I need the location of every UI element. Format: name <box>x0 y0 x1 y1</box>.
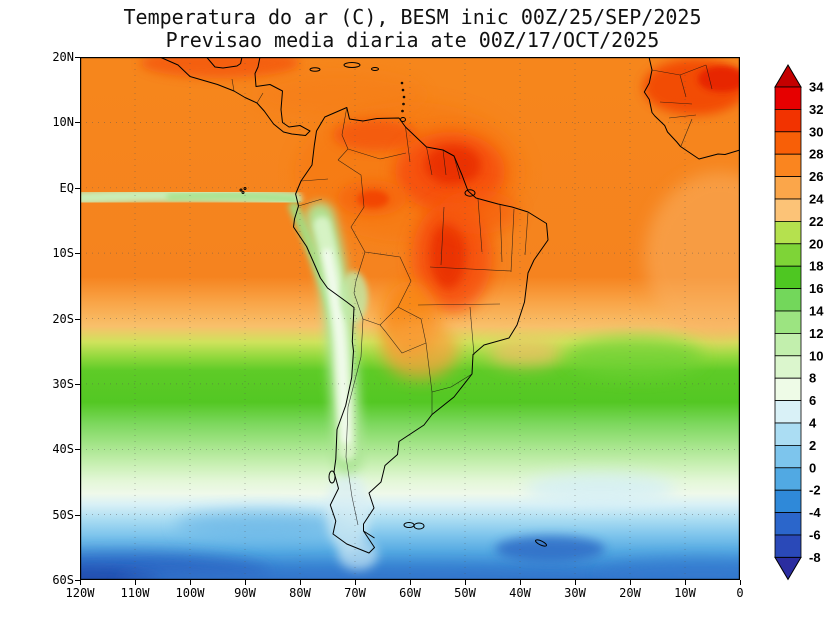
x-axis-tick-label: 80W <box>289 586 311 600</box>
colorbar-tick-label: -2 <box>809 483 821 498</box>
x-axis-tick-mark <box>355 580 356 585</box>
x-axis-tick-mark <box>740 580 741 585</box>
figure-subtitle: Previsao media diaria ate 00Z/17/OCT/202… <box>165 28 660 52</box>
colorbar-segment <box>774 220 802 245</box>
x-axis-tick-mark <box>685 580 686 585</box>
x-axis-tick-label: 90W <box>234 586 256 600</box>
colorbar-tick-label: 14 <box>809 304 824 319</box>
x-axis-tick-mark <box>520 580 521 585</box>
x-axis-tick-mark <box>465 580 466 585</box>
colorbar-tick-label: -4 <box>809 505 821 520</box>
y-axis-tick-label: 30S <box>52 376 74 391</box>
colorbar-segment <box>774 243 802 267</box>
colorbar-tick-label: 6 <box>809 393 816 408</box>
y-axis-tick-mark <box>75 580 80 581</box>
x-axis-tick-label: 10W <box>674 586 696 600</box>
x-axis-tick-label: 110W <box>120 586 150 600</box>
colorbar-segment <box>774 310 802 334</box>
islands <box>239 62 548 547</box>
colorbar-tick-label: 12 <box>809 326 823 341</box>
colorbar-segment <box>774 422 802 446</box>
temperature-field-map <box>80 57 740 580</box>
colorbar-segment <box>774 265 802 289</box>
colorbar: 34 32 30 28 26 24 22 20 18 16 14 12 10 8 6 4 2 0 -2 -4 -6 -8 <box>773 63 825 585</box>
y-axis-tick-label: 10S <box>52 246 74 261</box>
colorbar-arrow <box>774 64 802 88</box>
colorbar-tick-label: 18 <box>809 259 823 274</box>
x-axis-tick-mark <box>300 580 301 585</box>
colorbar-tick-label: 22 <box>809 214 823 229</box>
colorbar-segment <box>774 444 802 469</box>
x-axis-tick-label: 50W <box>454 586 476 600</box>
x-axis-tick-mark <box>245 580 246 585</box>
y-axis-tick-label: 50S <box>52 507 74 522</box>
colorbar-tick-label: 20 <box>809 236 823 251</box>
x-axis-tick-mark <box>135 580 136 585</box>
figure-title: Temperatura do ar (C), BESM inic 00Z/25/… <box>123 5 702 29</box>
colorbar-segment <box>774 377 802 402</box>
figure-title-block: Temperatura do ar (C), BESM inic 00Z/25/… <box>0 6 825 52</box>
colorbar-tick-label: 26 <box>809 169 823 184</box>
x-axis-tick-mark <box>80 580 81 585</box>
x-axis-tick-mark <box>410 580 411 585</box>
colorbar-segment <box>774 512 802 536</box>
temperature-anomaly-blobs <box>80 57 740 580</box>
cold-tongue-overlays <box>80 188 368 474</box>
y-axis-tick-label: 60S <box>52 573 74 587</box>
colorbar-segment <box>774 176 802 200</box>
colorbar-tick-label: 0 <box>809 460 816 475</box>
country-borders <box>231 64 713 526</box>
colorbar-tick-label: 24 <box>809 192 824 207</box>
africa-coastline <box>643 57 740 160</box>
plot-frame <box>80 57 740 580</box>
x-axis-tick-label: 0 <box>736 586 744 600</box>
x-axis-tick-mark <box>190 580 191 585</box>
colorbar-tick-label: 28 <box>809 147 823 162</box>
y-axis-tick-label: 10N <box>52 115 74 130</box>
colorbar-segment <box>774 109 802 133</box>
x-axis-tick-label: 20W <box>619 586 641 600</box>
x-axis-tick-mark <box>575 580 576 585</box>
x-axis-tick-label: 70W <box>344 586 366 600</box>
colorbar-tick-label: 10 <box>809 348 823 363</box>
colorbar-segment <box>774 153 802 177</box>
colorbar-tick-label: 34 <box>809 80 824 95</box>
colorbar-tick-label: 2 <box>809 438 816 453</box>
colorbar-segment <box>774 288 802 312</box>
y-axis-tick-label: EQ <box>59 180 74 195</box>
graticule <box>80 57 740 580</box>
y-axis-tick-label: 40S <box>52 442 74 457</box>
x-axis-tick-label: 100W <box>175 586 205 600</box>
colorbar-segment <box>774 355 802 379</box>
colorbar-tick-label: -6 <box>809 528 821 543</box>
south-america-coastline <box>293 107 549 554</box>
colorbar-segment <box>774 332 802 357</box>
x-axis-tick-label: 120W <box>65 586 95 600</box>
coastlines <box>159 57 740 554</box>
x-axis-tick-label: 30W <box>564 586 586 600</box>
colorbar-segment <box>774 198 802 222</box>
colorbar-tick-label: -8 <box>809 550 821 565</box>
x-axis-tick-mark <box>630 580 631 585</box>
colorbar-tick-label: 32 <box>809 102 823 117</box>
colorbar-tick-label: 4 <box>809 416 817 431</box>
map-plot-area <box>80 57 740 580</box>
colorbar-arrow <box>774 556 802 581</box>
colorbar-segment <box>774 489 802 514</box>
colorbar-segment <box>774 534 802 558</box>
colorbar-tick-label: 30 <box>809 124 823 139</box>
colorbar-segment <box>774 86 802 110</box>
colorbar-segment <box>774 400 802 424</box>
y-axis-tick-label: 20S <box>52 311 74 326</box>
colorbar-tick-label: 8 <box>809 371 816 386</box>
colorbar-segment <box>774 131 802 155</box>
x-axis-tick-label: 60W <box>399 586 421 600</box>
x-axis-tick-label: 40W <box>509 586 531 600</box>
central-america-coastline <box>159 57 311 136</box>
colorbar-tick-label: 16 <box>809 281 823 296</box>
y-axis-tick-label: 20N <box>52 50 74 64</box>
colorbar-segment <box>774 467 802 491</box>
